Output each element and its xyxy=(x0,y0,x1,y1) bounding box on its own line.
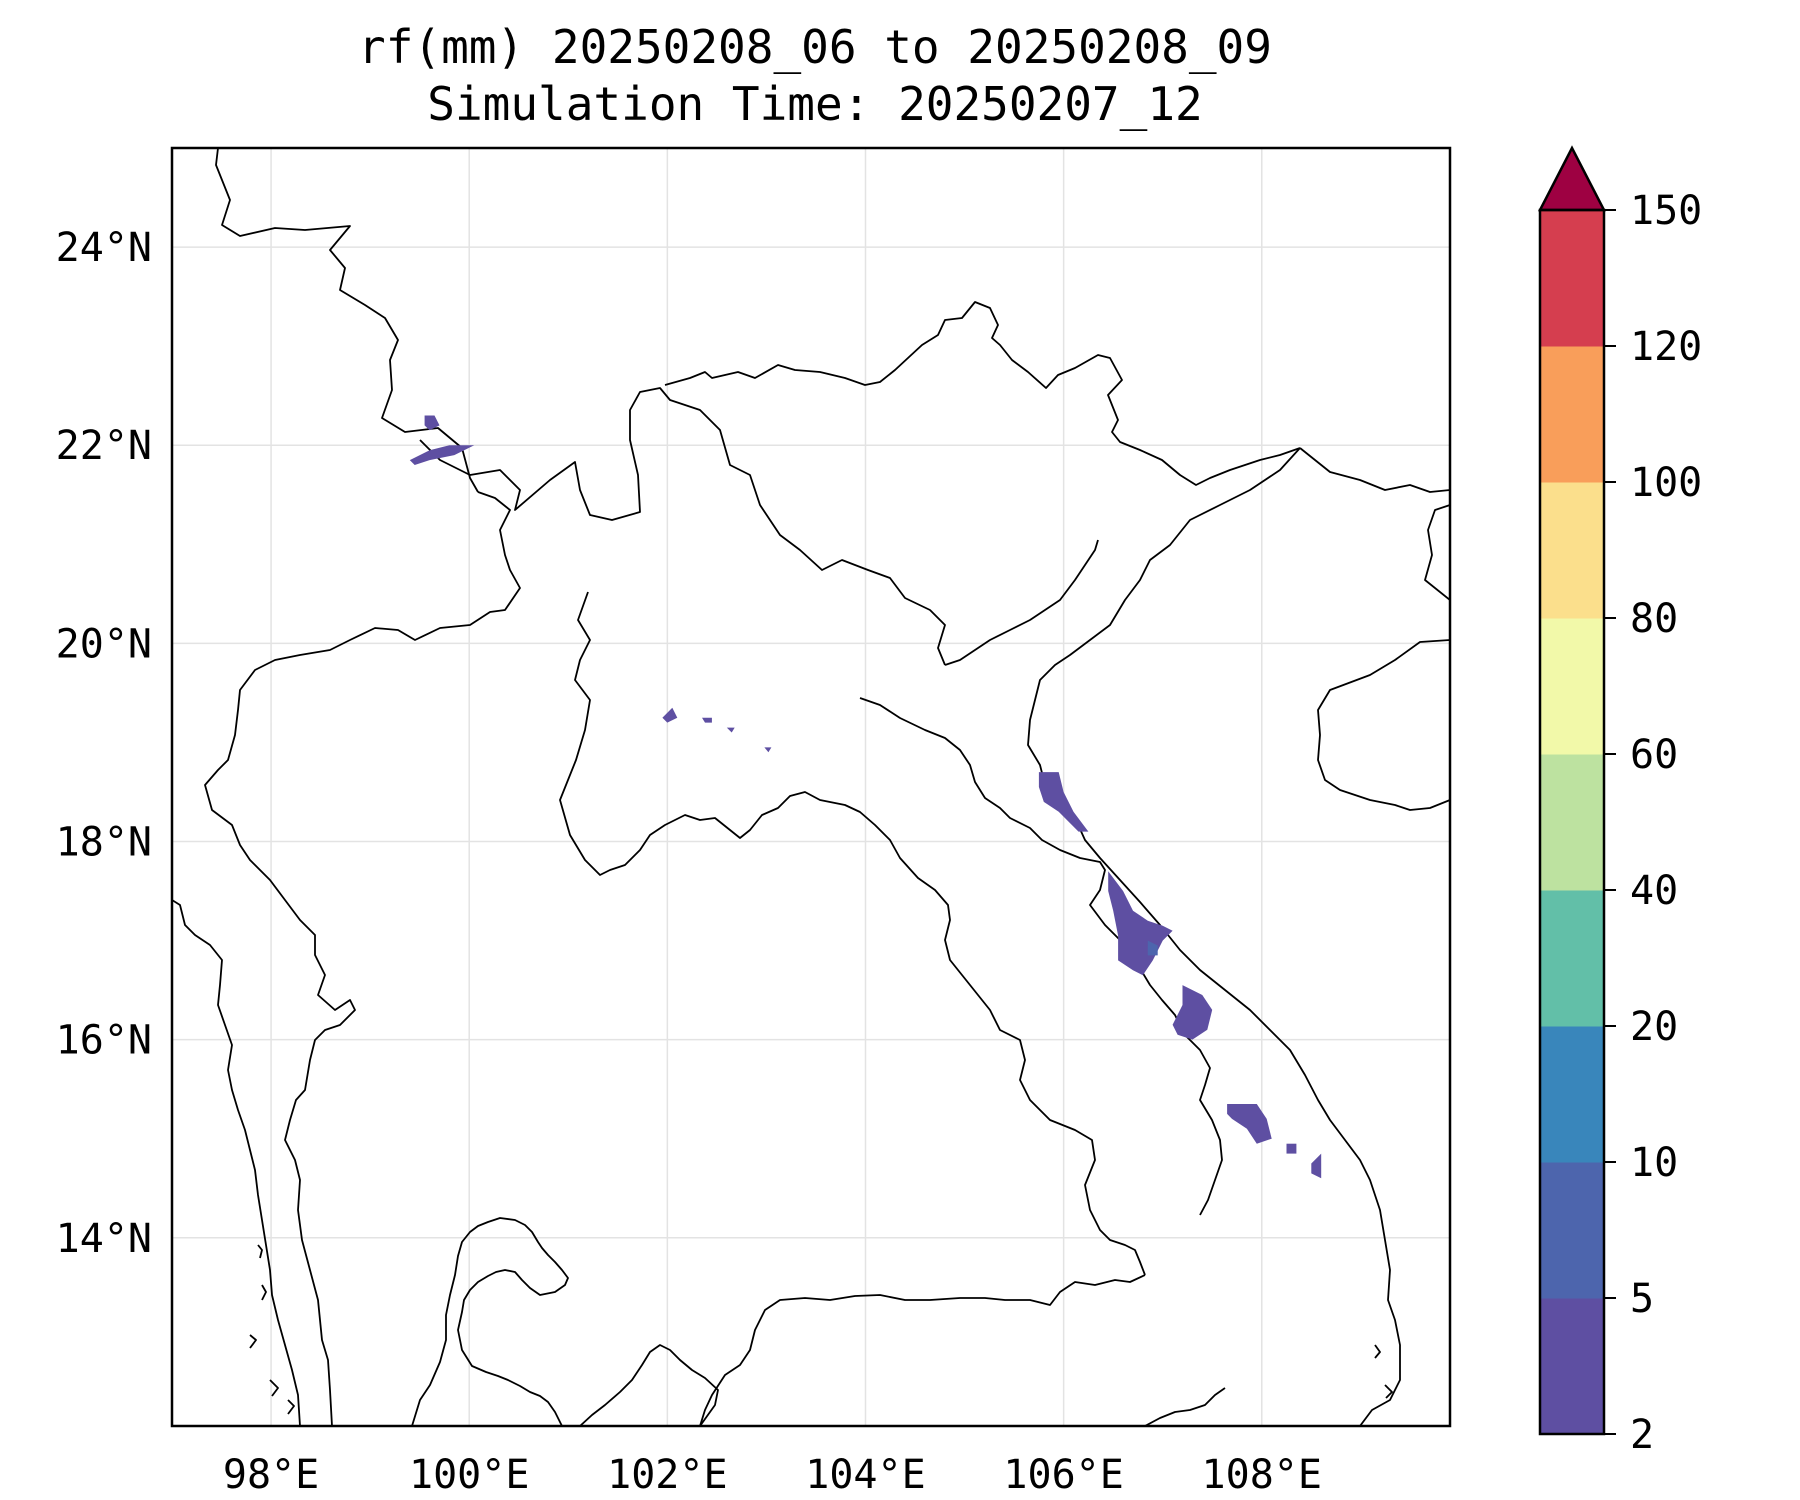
colorbar-segment xyxy=(1540,1298,1604,1435)
rain-patch xyxy=(662,707,678,723)
lat-tick-label: 24°N xyxy=(56,225,152,271)
colorbar-segment xyxy=(1540,754,1604,891)
rainfall-layer xyxy=(409,415,1322,1179)
colorbar-segment xyxy=(1540,346,1604,483)
rain-patch xyxy=(424,415,440,431)
rain-patch xyxy=(764,747,772,753)
rain-patch xyxy=(409,445,475,465)
rain-patch xyxy=(702,717,712,723)
colorbar-tick-label: 40 xyxy=(1630,868,1678,914)
colorbar-segment xyxy=(1540,482,1604,619)
map-subtitle: Simulation Time: 20250207_12 xyxy=(427,77,1202,131)
colorbar-extend-max xyxy=(1537,145,1607,212)
map-gridlines xyxy=(172,148,1450,1426)
lat-tick-label: 16°N xyxy=(56,1018,152,1064)
coastline-gulf-of-thailand xyxy=(411,1217,719,1426)
map-title: rf(mm) 20250208_06 to 20250208_09 xyxy=(358,20,1272,74)
map-geography xyxy=(172,148,1450,1426)
coastline-hainan xyxy=(1317,639,1450,811)
lon-tick-label: 102°E xyxy=(607,1452,727,1498)
rain-patch xyxy=(726,727,735,733)
rain-patch xyxy=(1311,1153,1322,1179)
colorbar-segment xyxy=(1540,890,1604,1027)
colorbar-tick-label: 150 xyxy=(1630,188,1702,234)
country-border-laos-vietnam-central xyxy=(859,539,1223,1216)
lon-tick-label: 104°E xyxy=(805,1452,925,1498)
latitude-axis: 24°N 22°N 20°N 18°N 16°N 14°N xyxy=(56,225,152,1262)
rain-patch xyxy=(1147,940,1158,956)
country-border-thailand-myanmar xyxy=(204,491,521,1426)
colorbar-frame xyxy=(1538,208,1606,1436)
colorbar-tick-label: 10 xyxy=(1630,1140,1678,1186)
colorbar-segment xyxy=(1540,1162,1604,1299)
rain-patch xyxy=(1038,772,1089,832)
coastline-small-islands xyxy=(249,1244,1393,1415)
map-frame xyxy=(170,146,1452,1428)
colorbar-tick-label: 80 xyxy=(1630,596,1678,642)
rain-patch xyxy=(1227,1104,1272,1144)
country-border-laos-vietnam-north xyxy=(664,301,1301,486)
country-border-china-coast xyxy=(1299,447,1450,493)
colorbar: 2 5 10 20 40 60 80 100 120 150 xyxy=(1537,145,1702,1458)
lon-tick-label: 100°E xyxy=(409,1452,529,1498)
country-border-myanmar-china xyxy=(215,148,479,493)
lon-tick-label: 98°E xyxy=(223,1452,319,1498)
colorbar-segment xyxy=(1540,1026,1604,1163)
colorbar-segment xyxy=(1540,618,1604,755)
colorbar-tick-label: 20 xyxy=(1630,1004,1678,1050)
colorbar-tick-label: 2 xyxy=(1630,1412,1654,1458)
lat-tick-label: 14°N xyxy=(56,1216,152,1262)
lat-tick-label: 22°N xyxy=(56,423,152,469)
coastline-vietnam-south-bit xyxy=(1144,1387,1226,1426)
colorbar-tick-label: 120 xyxy=(1630,324,1702,370)
colorbar-tick-label: 5 xyxy=(1630,1276,1654,1322)
coastline-andaman xyxy=(172,899,301,1426)
map-panel: 98°E 100°E 102°E 104°E 106°E 108°E 24°N 22°N 20… xyxy=(56,146,1452,1498)
lon-tick-label: 108°E xyxy=(1202,1452,1322,1498)
country-border-laos-thailand xyxy=(559,591,1146,1276)
rain-patch xyxy=(1286,1143,1297,1154)
colorbar-tick-label: 100 xyxy=(1630,460,1702,506)
lon-tick-label: 106°E xyxy=(1003,1452,1123,1498)
country-border-myanmar-laos-china xyxy=(419,387,946,666)
colorbar-tick-label: 60 xyxy=(1630,732,1678,778)
coastline-leizhou xyxy=(1424,504,1450,601)
lat-tick-label: 20°N xyxy=(56,621,152,667)
coastline-north-vietnam xyxy=(1027,447,1401,1426)
rain-patch xyxy=(1172,985,1213,1040)
country-border-thailand-cambodia xyxy=(699,1274,1146,1426)
longitude-axis: 98°E 100°E 102°E 104°E 106°E 108°E xyxy=(223,1452,1322,1498)
colorbar-segment xyxy=(1540,210,1604,347)
map-background xyxy=(172,148,1450,1426)
lat-tick-label: 18°N xyxy=(56,819,152,865)
